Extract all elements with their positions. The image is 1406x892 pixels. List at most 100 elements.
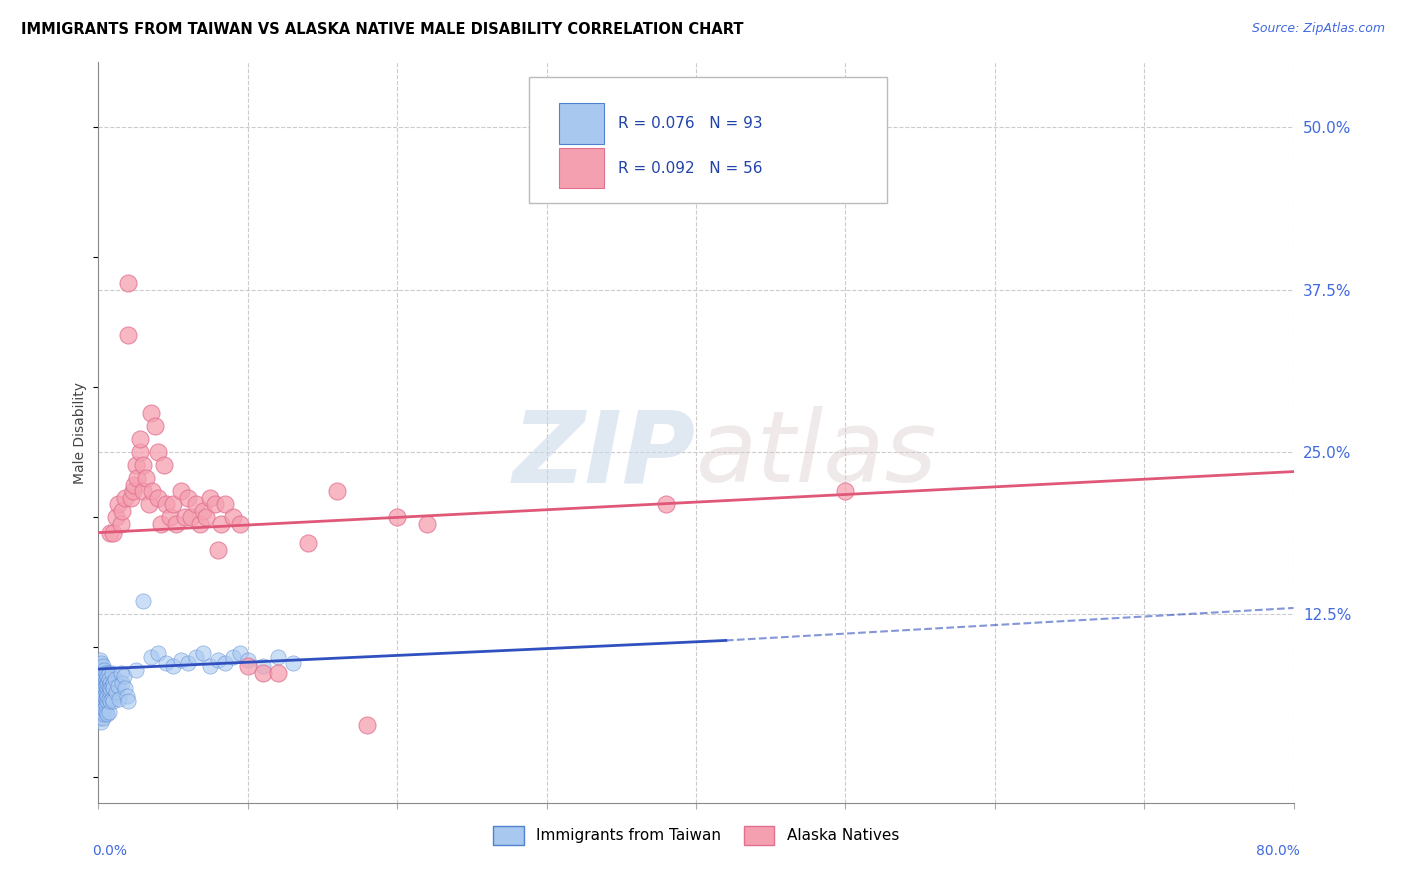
Point [90,676,112,690]
Point [120,491,142,505]
Point [155,497,177,511]
Bar [558,147,605,188]
Point [125,663,148,677]
Text: IMMIGRANTS FROM TAIWAN VS ALASKA NATIVE MALE DISABILITY CORRELATION CHART: IMMIGRANTS FROM TAIWAN VS ALASKA NATIVE … [21,22,744,37]
Point [103,694,125,708]
Point [103,681,125,696]
Point [90,668,112,682]
Point [98,525,122,540]
Point [94,685,117,699]
Point [110,516,132,531]
Point [200,491,222,505]
Point [96,694,118,708]
Point [184,650,207,665]
Point [91,711,114,725]
Point [124,477,146,491]
Point [297,536,319,550]
Point [114,491,136,505]
Point [89,711,111,725]
Point [129,445,152,459]
Point [180,510,202,524]
Point [267,650,290,665]
Point [236,653,259,667]
Point [229,647,252,661]
Point [97,673,120,687]
Text: R = 0.076   N = 93: R = 0.076 N = 93 [619,116,763,131]
Point [93,676,115,690]
Point [91,659,114,673]
Point [94,665,117,680]
Point [89,685,111,699]
Point [97,679,120,693]
Point [93,702,115,716]
Point [159,510,181,524]
Point [655,497,678,511]
Point [191,503,214,517]
Point [94,705,117,719]
Point [93,694,115,708]
Point [188,516,211,531]
Point [93,663,115,677]
Point [90,694,112,708]
Point [200,659,222,673]
Point [107,497,129,511]
Point [91,665,114,680]
Point [91,673,114,687]
Point [177,656,200,670]
Point [111,676,134,690]
Point [90,690,112,704]
Point [117,694,139,708]
Point [214,497,236,511]
Point [174,510,197,524]
Point [150,516,173,531]
Point [177,491,200,505]
Legend: Immigrants from Taiwan, Alaska Natives: Immigrants from Taiwan, Alaska Natives [486,820,905,851]
Point [125,458,148,472]
Point [91,685,114,699]
Point [143,419,166,434]
Point [165,516,187,531]
Point [162,659,184,673]
Point [214,656,236,670]
Point [127,471,149,485]
Point [96,668,118,682]
Point [155,656,177,670]
Point [222,510,245,524]
Point [356,718,378,732]
Point [222,650,245,665]
Point [184,497,207,511]
Point [98,685,122,699]
Point [115,690,138,704]
Point [416,516,439,531]
Point [139,650,162,665]
Point [97,705,120,719]
Point [89,673,111,687]
Point [104,673,127,687]
Point [96,707,118,722]
Point [114,681,136,696]
Point [97,692,120,706]
Point [96,690,118,704]
Text: 80.0%: 80.0% [1256,844,1299,857]
Point [132,458,155,472]
Point [94,673,117,687]
Point [207,653,229,667]
Text: ZIP: ZIP [513,407,696,503]
Bar [558,103,605,144]
FancyBboxPatch shape [529,78,887,203]
Point [90,707,112,722]
Point [97,665,120,680]
Point [148,491,170,505]
Point [139,406,162,420]
Point [107,679,129,693]
Y-axis label: Male Disability: Male Disability [73,382,87,483]
Point [89,698,111,713]
Point [129,432,152,446]
Point [834,484,856,499]
Point [281,656,304,670]
Point [89,692,111,706]
Point [121,484,143,499]
Point [96,681,118,696]
Point [204,497,226,511]
Point [90,681,112,696]
